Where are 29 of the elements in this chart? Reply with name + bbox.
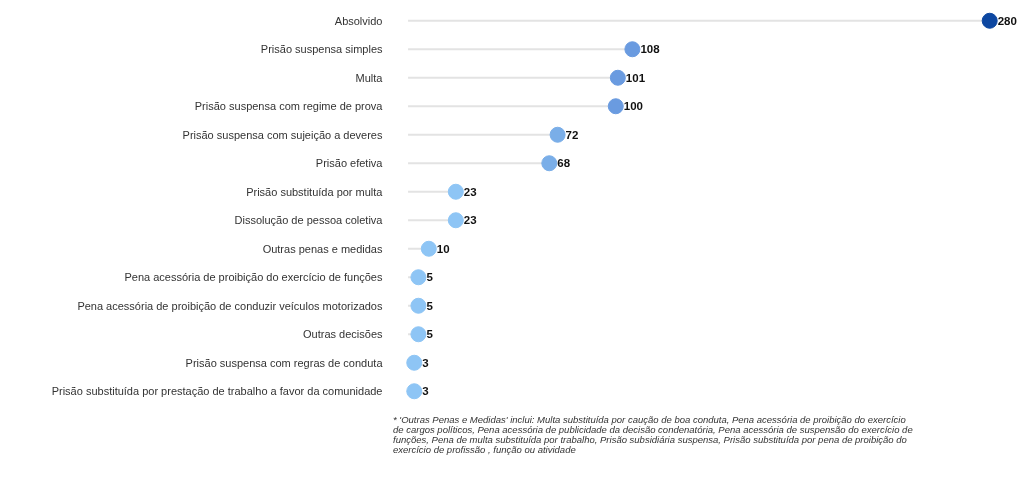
y-tick-label: Outras penas e medidas: [262, 242, 383, 255]
y-tick-label: Prisão substituída por prestação de trabalho a favor da comunidade: [51, 385, 383, 398]
y-tick-label: Outras decisões: [303, 328, 383, 341]
y-tick-label: Prisão suspensa com sujeição a deveres: [182, 128, 383, 141]
data-label: 5: [426, 271, 434, 284]
data-label: 72: [565, 128, 579, 141]
y-tick-label: Prisão suspensa com regras de conduta: [185, 356, 384, 369]
y-tick-label: Prisão substituída por multa: [246, 185, 384, 198]
y-tick-label: Pena acessória de proibição do exercício de funções: [124, 271, 383, 284]
data-label: 108: [640, 43, 661, 56]
y-tick-label: Multa: [355, 71, 384, 84]
data-label: 100: [623, 100, 643, 113]
data-label: 23: [463, 214, 477, 227]
data-label: 101: [625, 71, 646, 84]
data-label: 3: [422, 385, 429, 398]
text: * 'Outras Penas e Medidas' inclui: Multa substituída por caução de boa conduta, Pena acessória de proibição do exercício de cargos políticos, Pena acessória de publicidade da decisão condenatória, Pena acessória de suspensão do exercício de funções, Pena de multa substituída por trabalho, Prisão subsidiária suspensa, Prisão substituída por pena de proibição do exercício de profissão , função ou atividade: [393, 414, 913, 455]
y-tick-label: Prisão suspensa simples: [260, 43, 383, 56]
data-label: 10: [436, 242, 450, 255]
y-tick-label: Prisão suspensa com regime de prova: [194, 100, 384, 113]
y-tick-label: Prisão efetiva: [315, 157, 384, 170]
data-label: 3: [422, 356, 429, 369]
data-label: 280: [997, 14, 1017, 27]
y-tick-label: Dissolução de pessoa coletiva: [234, 214, 384, 227]
y-tick-label: Absolvido: [334, 14, 383, 27]
data-label: 68: [557, 157, 571, 170]
data-label: 5: [426, 328, 434, 341]
y-tick-label: Pena acessória de proibição de conduzir veículos motorizados: [77, 299, 383, 312]
data-label: 5: [426, 299, 434, 312]
data-label: 23: [463, 185, 477, 198]
